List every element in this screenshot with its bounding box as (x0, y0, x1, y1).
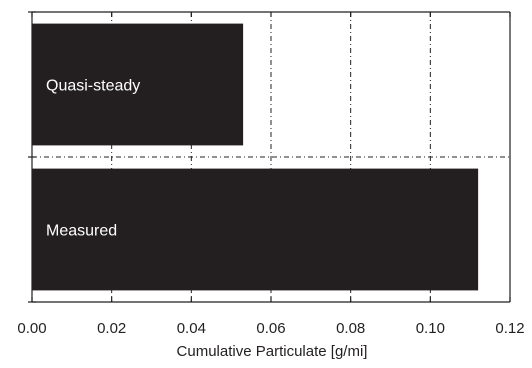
x-tick-label: 0.06 (256, 320, 285, 337)
x-axis-label: Cumulative Particulate [g/mi] (177, 343, 368, 360)
bar-label: Quasi-steady (46, 78, 140, 95)
x-tick-label: 0.04 (177, 320, 206, 337)
x-tick-label: 0.02 (97, 320, 126, 337)
x-tick-label: 0.10 (416, 320, 445, 337)
x-tick-label: 0.08 (336, 320, 365, 337)
bar-measured (32, 168, 479, 291)
bar-quasi-steady (32, 23, 244, 146)
bar-label: Measured (46, 223, 117, 240)
tick-layer: 0.00 0.02 0.04 0.06 0.08 0.10 0.12 (17, 12, 525, 337)
bar-layer: Quasi-steady Measured (32, 23, 479, 291)
x-tick-label: 0.00 (17, 320, 46, 337)
x-tick-label: 0.12 (495, 320, 524, 337)
